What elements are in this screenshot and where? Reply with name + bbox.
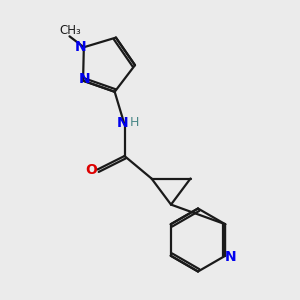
Text: O: O [85, 163, 97, 176]
Text: N: N [79, 72, 90, 86]
Text: CH₃: CH₃ [59, 24, 81, 38]
Text: N: N [225, 250, 236, 264]
Text: N: N [117, 116, 129, 130]
Text: N: N [74, 40, 86, 54]
Text: H: H [129, 116, 139, 129]
